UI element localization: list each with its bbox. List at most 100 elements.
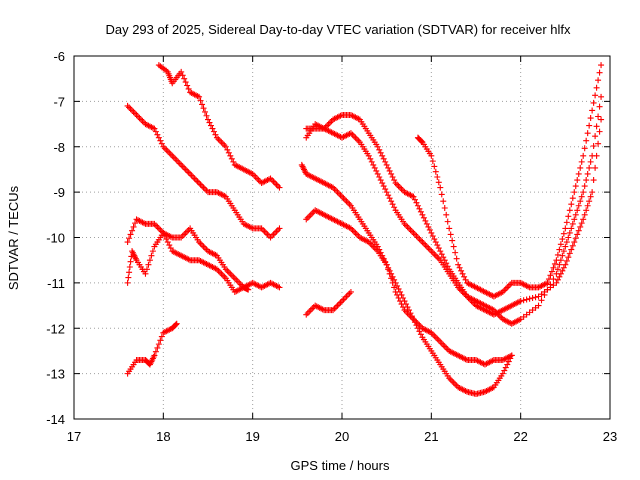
data-point (554, 251, 561, 258)
data-point (254, 175, 261, 182)
data-point (377, 149, 384, 156)
data-point (406, 307, 412, 314)
data-point (272, 229, 278, 236)
data-point (598, 62, 605, 69)
data-point (303, 216, 310, 223)
data-point (126, 269, 133, 276)
data-point (577, 198, 584, 205)
series-e (155, 62, 283, 191)
series-a (124, 102, 283, 241)
data-point (596, 103, 603, 110)
data-point (446, 225, 453, 232)
data-point (303, 311, 310, 318)
data-point (391, 204, 398, 211)
data-point (184, 228, 191, 235)
data-point (560, 264, 567, 271)
data-point (167, 245, 174, 252)
data-point (155, 341, 162, 348)
data-point (414, 325, 421, 332)
data-point (383, 189, 390, 196)
data-point (391, 284, 398, 291)
data-point (452, 381, 459, 388)
data-point (408, 228, 415, 235)
data-point (170, 154, 177, 161)
series-k (414, 62, 605, 300)
data-point (202, 245, 209, 252)
data-point (230, 158, 237, 165)
data-point (563, 239, 570, 246)
data-point (574, 231, 581, 238)
data-point (181, 231, 188, 238)
data-point (502, 364, 509, 371)
data-point (578, 193, 585, 200)
data-series (124, 62, 605, 398)
data-point (426, 246, 433, 253)
data-point (190, 174, 197, 180)
data-point (343, 198, 350, 205)
data-point (526, 295, 533, 302)
data-point (580, 189, 587, 196)
data-point (397, 288, 404, 295)
data-point (132, 220, 139, 227)
x-tick-label: 23 (603, 429, 617, 444)
data-point (129, 227, 136, 234)
data-point (216, 137, 223, 144)
data-point (443, 344, 450, 351)
data-point (563, 219, 570, 226)
data-point (234, 278, 241, 285)
data-point (403, 301, 410, 308)
data-point (200, 184, 207, 191)
data-point (379, 180, 386, 187)
data-point (407, 226, 414, 233)
data-point (554, 276, 561, 283)
data-point (143, 266, 150, 273)
data-point (276, 184, 283, 191)
data-point (385, 164, 392, 171)
data-point (571, 239, 578, 246)
data-point (547, 272, 554, 279)
data-point (553, 270, 560, 277)
data-point (228, 155, 235, 162)
data-point (126, 235, 133, 242)
data-point (197, 181, 204, 188)
data-point (560, 248, 567, 255)
data-point (416, 205, 423, 212)
data-point (218, 139, 225, 146)
data-point (440, 341, 447, 348)
data-point (593, 84, 600, 91)
data-point (166, 242, 173, 249)
data-point (161, 145, 168, 152)
data-point (391, 177, 398, 184)
data-point (462, 276, 469, 283)
data-point (152, 128, 159, 135)
data-point (124, 239, 131, 246)
data-point (185, 85, 192, 92)
data-point (160, 143, 167, 150)
data-point (152, 348, 159, 355)
data-point (334, 302, 341, 309)
data-point (154, 223, 161, 230)
data-point (563, 257, 570, 264)
data-point (429, 158, 436, 165)
data-point (566, 207, 573, 214)
data-point (432, 334, 439, 341)
data-point (505, 358, 512, 365)
data-point (556, 273, 563, 280)
data-point (560, 230, 567, 237)
data-point (416, 236, 423, 243)
data-point (199, 242, 206, 249)
data-point (559, 267, 566, 274)
data-point (132, 110, 139, 117)
data-point (435, 255, 442, 262)
x-tick-label: 18 (156, 429, 170, 444)
data-point (413, 232, 420, 239)
chart-title: Day 293 of 2025, Sidereal Day-to-day VTE… (105, 22, 571, 37)
data-point (336, 301, 343, 308)
data-point (413, 199, 420, 206)
data-point (130, 108, 137, 115)
data-point (394, 181, 401, 188)
series-c (124, 216, 252, 293)
data-point (380, 183, 387, 190)
data-point (158, 140, 165, 147)
data-point (587, 115, 594, 122)
